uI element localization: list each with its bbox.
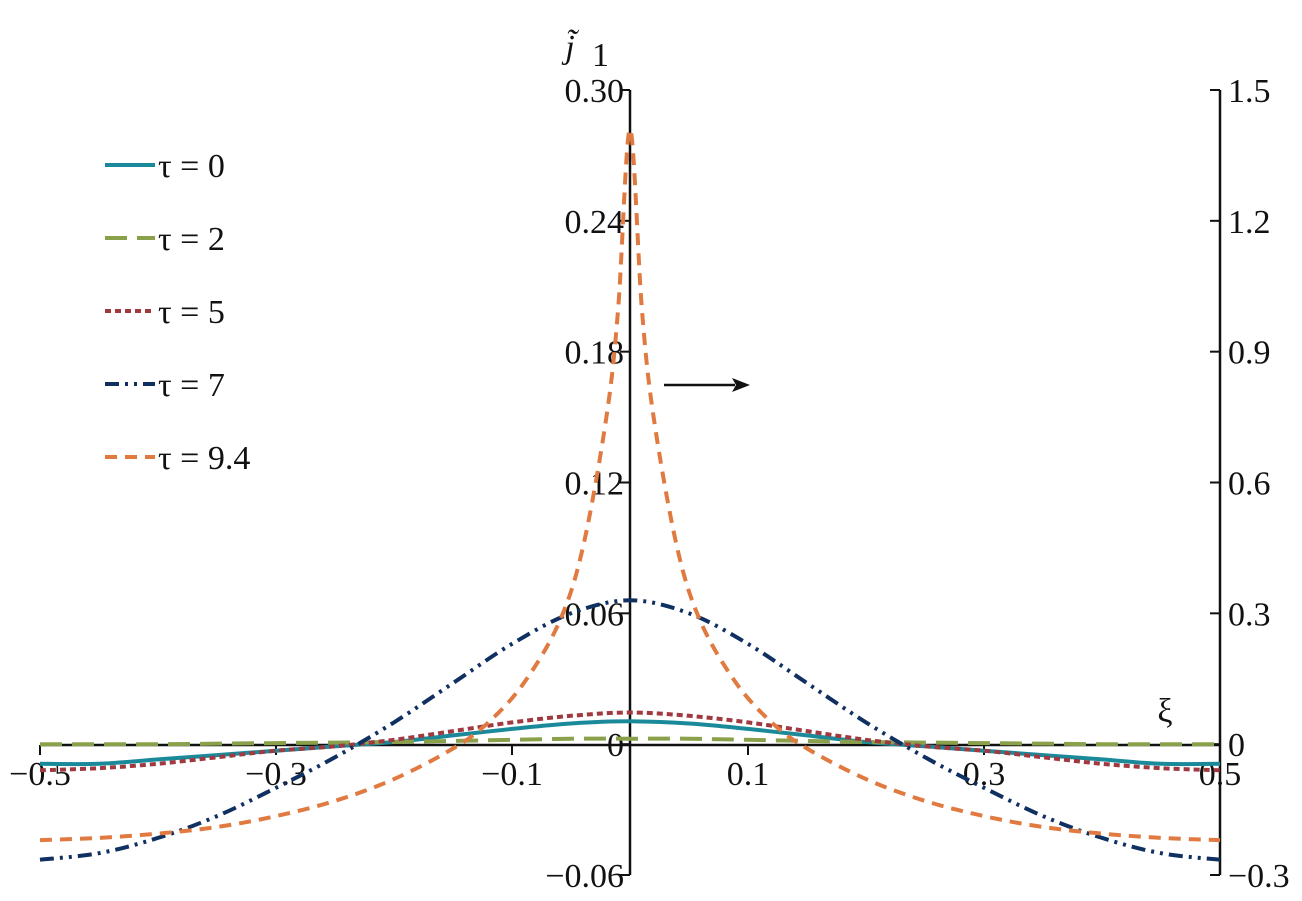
y-axis-title-subscript: 1 [592,37,609,74]
x-tick-label: −0.1 [481,756,543,793]
y-axis-title: j̃ [561,28,579,66]
legend-label-4: τ = 9.4 [158,440,250,477]
legend-label-3: τ = 7 [158,367,225,404]
y-left-tick-label: 0.06 [565,596,625,633]
y-left-tick-label: −0.06 [545,858,624,895]
legend-label-1: τ = 2 [158,221,225,258]
labels-group: ξ j̃ 1 [561,28,1172,730]
series-line-2 [39,710,1221,773]
y-right-tick-label: 0.9 [1228,335,1271,372]
series-line-4 [39,127,1221,843]
series-line-1 [39,736,1221,747]
y-right-tick-label: 1.5 [1228,73,1271,110]
x-tick-label: −0.5 [9,756,71,793]
y-right-tick-label: −0.3 [1228,858,1290,895]
x-axis-title: ξ [1157,693,1172,730]
series-group [39,127,1221,862]
y-left-tick-label: 0 [607,727,624,764]
y-right-tick-label: 1.2 [1228,204,1271,241]
y-right-tick-label: 0.3 [1228,596,1271,633]
annotation-arrow-head [732,378,750,392]
x-tick-label: 0.1 [727,756,770,793]
legend-group: τ = 0 τ = 2 τ = 5 τ = 7 τ = 9.4 [105,148,250,477]
y-right-tick-label: 0 [1228,727,1245,764]
y-left-tick-label: 0.30 [565,73,625,110]
legend-label-0: τ = 0 [158,148,225,185]
ticks-group: −0.5 −0.3 −0.1 0.1 0.3 0.5−0.0600.060.120.180… [9,73,1290,895]
legend-label-2: τ = 5 [158,294,225,331]
y-left-tick-label: 0.24 [565,204,625,241]
series-line-3 [39,598,1221,862]
y-right-tick-label: 0.6 [1228,466,1271,503]
